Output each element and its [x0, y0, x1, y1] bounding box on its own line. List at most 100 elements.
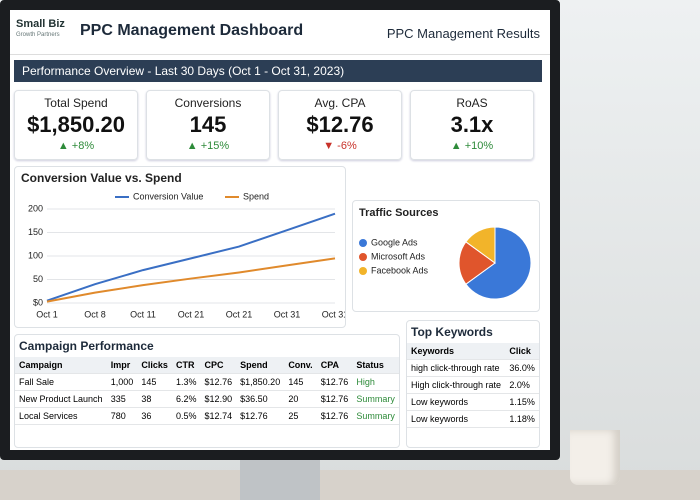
chart-title: Traffic Sources: [359, 207, 438, 219]
table-cell: 0.5%: [171, 407, 201, 425]
kpi-label: Conversions: [174, 96, 242, 110]
legend-label: Facebook Ads: [371, 265, 429, 275]
table-cell: High: [352, 373, 399, 391]
column-header: Impr: [106, 357, 138, 374]
kpi-card: Total Spend $1,850.20 ▲ +8%: [14, 90, 138, 160]
table-cell: 20: [284, 390, 317, 408]
logo-subtitle: Growth Partners: [16, 32, 60, 38]
keywords-table: Keywords Click high click-through rate 36.0…: [407, 343, 539, 428]
table-cell: New Product Launch: [15, 390, 107, 408]
pie-slice: [465, 226, 532, 300]
table-cell: High click-through rate: [407, 376, 506, 394]
campaign-table: Campaign Impr Clicks CTR CPC Spend Conv. CPA Sta…: [15, 357, 399, 425]
table-cell: 36.0%: [505, 359, 539, 377]
series-line: [46, 212, 336, 302]
keywords-card: Top Keywords Keywords Click high click-thr…: [406, 320, 540, 448]
table-cell: Summary: [352, 390, 399, 408]
table-cell: 1.18%: [505, 410, 539, 428]
y-tick-label: 100: [28, 250, 43, 260]
table-title: Campaign Performance: [19, 339, 154, 353]
x-tick-label: Oct 21: [226, 309, 253, 319]
kpi-change: ▼ -6%: [323, 140, 357, 152]
table-cell: $1,850.20: [236, 373, 285, 391]
kpi-value: 3.1x: [450, 112, 494, 137]
y-tick-label: 50: [33, 274, 43, 284]
column-header: CTR: [171, 357, 201, 374]
x-tick-label: Oct 31: [322, 309, 346, 319]
kpi-label: Total Spend: [44, 96, 108, 110]
table-cell: $36.50: [236, 390, 285, 408]
x-tick-label: Oct 21: [178, 309, 205, 319]
kpi-card: Conversions 145 ▲ +15%: [146, 90, 270, 160]
table-cell: 38: [137, 390, 172, 408]
table-cell: 145: [137, 373, 172, 391]
table-cell: Summary: [352, 407, 399, 425]
results-title: PPC Management Results: [386, 26, 540, 41]
kpi-change: ▲ +15%: [186, 140, 230, 152]
chart-title: Conversion Value vs. Spend: [21, 171, 182, 185]
x-tick-label: Oct 8: [84, 309, 106, 319]
monitor-screen: Small Biz Growth Partners PPC Management…: [0, 0, 560, 460]
table-cell: 25: [284, 407, 317, 425]
table-cell: 1.15%: [505, 393, 539, 411]
table-cell: 6.2%: [171, 390, 201, 408]
column-header: Keywords: [407, 343, 506, 360]
column-header: CPC: [200, 357, 237, 374]
line-chart: Conversion Value vs. Spend $0 50 100 150 200…: [14, 166, 346, 328]
column-header: CPA: [316, 357, 353, 374]
table-row: Local Services 780 36 0.5% $12.74 $12.76 25 $12…: [15, 407, 399, 425]
table-cell: $12.74: [200, 407, 237, 425]
legend-swatch: [359, 267, 367, 275]
table-cell: Low keywords: [407, 393, 506, 411]
pie-chart: Traffic Sources Google Ads Microsoft Ads F…: [352, 200, 540, 312]
kpi-card: Avg. CPA $12.76 ▼ -6%: [278, 90, 402, 160]
table-cell: Low keywords: [407, 410, 506, 428]
x-tick-label: Oct 31: [274, 309, 301, 319]
legend-swatch: [359, 253, 367, 261]
column-header: Status: [352, 357, 399, 374]
y-tick-label: 200: [28, 203, 43, 213]
monitor-stand: [240, 460, 320, 500]
table-row: New Product Launch 335 38 6.2% $12.90 $36.50 2…: [15, 390, 399, 408]
table-cell: $12.76: [316, 390, 353, 408]
table-cell: $12.76: [316, 373, 353, 391]
column-header: Clicks: [137, 357, 172, 374]
y-tick-label: $0: [33, 297, 43, 307]
dashboard-title: PPC Management Dashboard: [80, 22, 304, 39]
kpi-value: $12.76: [306, 112, 374, 137]
table-cell: 2.0%: [505, 376, 539, 394]
legend-label: Conversion Value: [133, 191, 203, 201]
kpi-change: ▲ +8%: [57, 140, 95, 152]
table-row: Low keywords 1.15%: [407, 393, 539, 411]
table-row: High click-through rate 2.0%: [407, 376, 539, 394]
banner: Performance Overview - Last 30 Days (Oct…: [14, 60, 542, 82]
coffee-mug: [570, 430, 620, 485]
table-cell: Local Services: [15, 407, 107, 425]
y-tick-label: 150: [28, 227, 43, 237]
header-row: Campaign Impr Clicks CTR CPC Spend Conv. CPA Sta…: [15, 357, 399, 374]
table-row: Low keywords 1.18%: [407, 410, 539, 428]
series-line: [46, 257, 336, 303]
table-cell: Fall Sale: [15, 373, 107, 391]
pie-slice: [458, 241, 496, 285]
kpi-change: ▲ +10%: [450, 140, 494, 152]
table-row: Fall Sale 1,000 145 1.3% $12.76 $1,850.20 145 $…: [15, 373, 399, 391]
table-cell: $12.76: [200, 373, 237, 391]
table-cell: 1,000: [106, 373, 138, 391]
table-cell: 780: [106, 407, 138, 425]
pie-slice: [465, 226, 496, 264]
logo: Small Biz: [16, 18, 65, 30]
table-row: high click-through rate 36.0%: [407, 359, 539, 377]
table-cell: 145: [284, 373, 317, 391]
kpi-label: Avg. CPA: [314, 96, 366, 110]
campaign-table-card: Campaign Performance Campaign Impr Clicks C…: [14, 334, 400, 448]
table-cell: $12.90: [200, 390, 237, 408]
keywords-title: Top Keywords: [411, 325, 493, 339]
column-header: Spend: [236, 357, 285, 374]
kpi-value: $1,850.20: [27, 112, 125, 137]
legend-swatch: [359, 239, 367, 247]
legend-label: Google Ads: [371, 237, 418, 247]
x-tick-label: Oct 1: [36, 309, 58, 319]
column-header: Campaign: [15, 357, 107, 374]
